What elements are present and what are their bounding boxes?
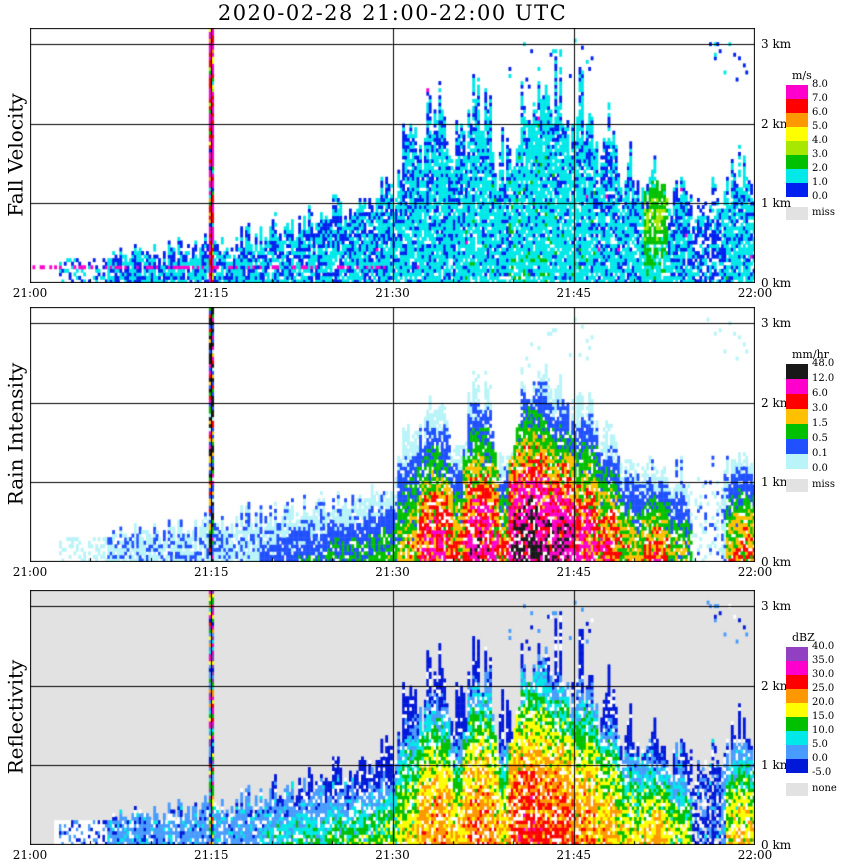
colorbar-tick-label-rain_intensity: 0.5	[812, 433, 828, 444]
colorbar-cell-rain_intensity	[786, 439, 808, 454]
colorbar-tick-label-reflectivity: 0.0	[812, 753, 828, 764]
y-tick-label-reflectivity: 1 km	[761, 758, 792, 773]
x-tick-label-rain_intensity: 21:45	[556, 565, 592, 579]
colorbar-tick-label-rain_intensity: 48.0	[812, 358, 835, 369]
colorbar-missing-label-reflectivity: none	[812, 783, 837, 794]
y-tick-label-rain_intensity: 2 km	[761, 395, 792, 410]
colorbar-cell-reflectivity	[786, 661, 808, 675]
colorbar-missing-label-fall_velocity: miss	[812, 207, 835, 218]
x-tick-label-reflectivity: 21:15	[193, 848, 229, 862]
colorbar-tick-label-reflectivity: 40.0	[812, 641, 835, 652]
x-tick-label-fall_velocity: 21:15	[193, 286, 229, 300]
x-tick-label-fall_velocity: 21:30	[375, 286, 410, 300]
colorbar-cell-reflectivity	[786, 675, 808, 689]
x-tick-label-rain_intensity: 22:00	[737, 565, 773, 579]
y-tick-label-fall_velocity: 3 km	[761, 36, 792, 51]
colorbar-cell-reflectivity	[786, 717, 808, 731]
colorbar-tick-label-rain_intensity: 1.5	[812, 418, 828, 429]
colorbar-cell-reflectivity	[786, 647, 808, 661]
colorbar-cell-fall_velocity	[786, 141, 808, 155]
colorbar-cell-rain_intensity	[786, 364, 808, 379]
x-tick-label-rain_intensity: 21:00	[12, 565, 48, 579]
colorbar-tick-label-reflectivity: -5.0	[812, 767, 832, 778]
y-tick-label-reflectivity: 3 km	[761, 598, 792, 613]
colorbar-cell-fall_velocity	[786, 113, 808, 127]
x-tick-label-reflectivity: 22:00	[737, 848, 773, 862]
y-axis-label-reflectivity: Reflectivity	[3, 659, 28, 775]
colorbar-tick-label-rain_intensity: 3.0	[812, 403, 828, 414]
colorbar-cell-fall_velocity	[786, 127, 808, 141]
colorbar-tick-label-rain_intensity: 6.0	[812, 388, 828, 399]
colorbar-units-label-rain_intensity: mm/hr	[792, 348, 829, 361]
colorbar-tick-label-fall_velocity: 4.0	[812, 135, 828, 146]
colorbar-tick-label-rain_intensity: 12.0	[812, 373, 835, 384]
colorbar-tick-label-fall_velocity: 6.0	[812, 107, 828, 118]
x-tick-label-reflectivity: 21:45	[556, 848, 592, 862]
colorbar-tick-label-reflectivity: 5.0	[812, 739, 828, 750]
colorbar-cell-reflectivity	[786, 731, 808, 745]
colorbar-missing-cell-fall_velocity	[786, 207, 808, 220]
y-axis-label-rain-intensity: Rain Intensity	[3, 362, 28, 506]
plot-area-rain_intensity	[30, 307, 755, 562]
colorbar-cell-rain_intensity	[786, 409, 808, 424]
plot-area-reflectivity	[30, 590, 755, 845]
colorbar-cell-rain_intensity	[786, 379, 808, 394]
plot-area-fall_velocity	[30, 28, 755, 283]
colorbar-cell-fall_velocity	[786, 155, 808, 169]
y-tick-label-fall_velocity: 0 km	[761, 276, 792, 290]
x-tick-label-fall_velocity: 21:45	[556, 286, 592, 300]
x-tick-label-reflectivity: 21:30	[375, 848, 410, 862]
colorbar-tick-label-reflectivity: 20.0	[812, 697, 835, 708]
x-tick-label-rain_intensity: 21:15	[193, 565, 229, 579]
colorbar-missing-label-rain_intensity: miss	[812, 479, 835, 490]
y-axis-label-fall-velocity: Fall Velocity	[3, 93, 28, 217]
colorbar-tick-label-fall_velocity: 7.0	[812, 93, 828, 104]
y-tick-label-fall_velocity: 2 km	[761, 116, 792, 131]
colorbar-tick-label-reflectivity: 10.0	[812, 725, 835, 736]
colorbar-cell-rain_intensity	[786, 454, 808, 469]
colorbar-cell-reflectivity	[786, 703, 808, 717]
colorbar-cell-fall_velocity	[786, 99, 808, 113]
colorbar-tick-label-rain_intensity: 0.1	[812, 448, 828, 459]
colorbar-cell-reflectivity	[786, 759, 808, 773]
colorbar-units-label-fall_velocity: m/s	[792, 69, 812, 82]
figure-title: 2020-02-28 21:00-22:00 UTC	[217, 1, 568, 25]
colorbar-cell-fall_velocity	[786, 169, 808, 183]
colorbar-tick-label-fall_velocity: 0.0	[812, 191, 828, 202]
colorbar-cell-reflectivity	[786, 689, 808, 703]
colorbar-tick-label-reflectivity: 35.0	[812, 655, 835, 666]
colorbar-tick-label-fall_velocity: 3.0	[812, 149, 828, 160]
colorbar-units-label-reflectivity: dBZ	[792, 631, 815, 644]
x-tick-label-reflectivity: 21:00	[12, 848, 48, 862]
colorbar-cell-rain_intensity	[786, 394, 808, 409]
colorbar-tick-label-reflectivity: 30.0	[812, 669, 835, 680]
colorbar-tick-label-fall_velocity: 1.0	[812, 177, 828, 188]
colorbar-tick-label-reflectivity: 25.0	[812, 683, 835, 694]
colorbar-cell-fall_velocity	[786, 85, 808, 99]
colorbar-tick-label-rain_intensity: 0.0	[812, 463, 828, 474]
y-tick-label-rain_intensity: 1 km	[761, 475, 792, 490]
colorbar-cell-rain_intensity	[786, 424, 808, 439]
x-tick-label-fall_velocity: 22:00	[737, 286, 773, 300]
y-tick-label-fall_velocity: 1 km	[761, 196, 792, 211]
colorbar-cell-reflectivity	[786, 745, 808, 759]
colorbar-missing-cell-reflectivity	[786, 783, 808, 796]
colorbar-cell-fall_velocity	[786, 183, 808, 197]
colorbar-missing-cell-rain_intensity	[786, 479, 808, 492]
y-tick-label-rain_intensity: 3 km	[761, 315, 792, 330]
y-tick-label-rain_intensity: 0 km	[761, 555, 792, 569]
colorbar-tick-label-reflectivity: 15.0	[812, 711, 835, 722]
y-tick-label-reflectivity: 0 km	[761, 838, 792, 852]
x-tick-label-rain_intensity: 21:30	[375, 565, 410, 579]
y-tick-label-reflectivity: 2 km	[761, 678, 792, 693]
colorbar-tick-label-fall_velocity: 8.0	[812, 79, 828, 90]
x-tick-label-fall_velocity: 21:00	[12, 286, 48, 300]
colorbar-tick-label-fall_velocity: 5.0	[812, 121, 828, 132]
colorbar-tick-label-fall_velocity: 2.0	[812, 163, 828, 174]
